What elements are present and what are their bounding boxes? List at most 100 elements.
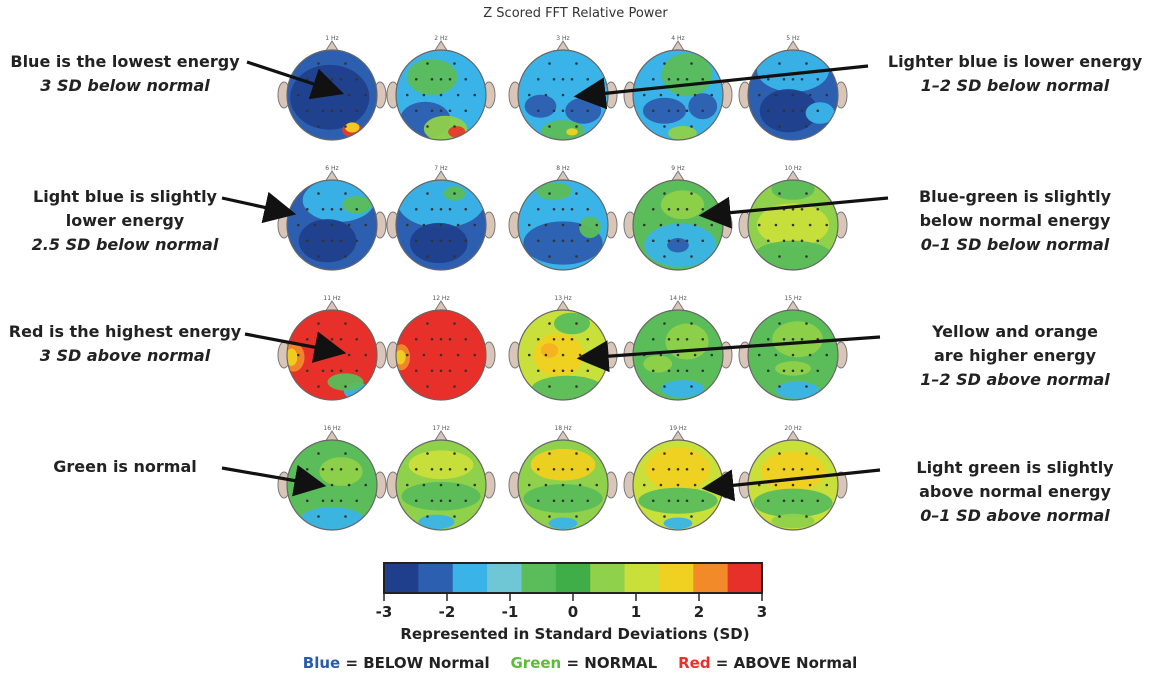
electrode-dot [536, 337, 540, 341]
electrode-dot [552, 337, 556, 341]
electrode-dot [430, 239, 434, 243]
electrode-dot [816, 77, 820, 81]
electrode-dot [676, 483, 680, 487]
head-outline [286, 179, 378, 271]
electrode-dot [805, 452, 808, 455]
electrode-dot [701, 239, 705, 243]
annotation-blue-lowest: Blue is the lowest energy 3 SD below nor… [0, 50, 250, 98]
electrode-dot [659, 353, 663, 357]
electrode-dot [426, 515, 429, 518]
electrode-dot [355, 337, 359, 341]
annotation-text: Yellow and orange [932, 322, 1098, 341]
topomap-frequency-label: 20 Hz [784, 425, 801, 432]
electrode-dot [344, 322, 347, 325]
electrode-dot [330, 337, 334, 341]
head-outline [747, 49, 839, 141]
annotation-arrow [701, 468, 881, 502]
topomap-region [665, 323, 709, 360]
electrode-dot [414, 369, 418, 373]
electrode-dot [659, 483, 663, 487]
figure-title: Z Scored FFT Relative Power [483, 6, 668, 21]
electrode-dot [578, 223, 582, 227]
electrode-dot [464, 467, 468, 471]
electrode-dot [693, 223, 697, 227]
electrode-dot [305, 239, 309, 243]
topomap-region [759, 89, 818, 133]
electrode-dot [536, 369, 540, 373]
electrode-dot [782, 239, 786, 243]
electrode-dot [701, 337, 705, 341]
topomap-region [775, 381, 820, 399]
electrode-dot [586, 207, 590, 211]
topomap-region [397, 180, 485, 228]
electrode-dot [426, 62, 429, 65]
electrode-dot [448, 77, 452, 81]
topomap-region [688, 93, 718, 120]
electrode-dot [355, 467, 359, 471]
electrode-dot [575, 192, 578, 195]
electrode-dot [685, 499, 689, 503]
electrode-dot [586, 467, 590, 471]
topomap-frequency-label: 15 Hz [784, 295, 801, 302]
electrode-dot [561, 337, 565, 341]
electrode-dot [651, 467, 655, 471]
electrode-dot [693, 353, 697, 357]
topomap-region [757, 50, 829, 92]
electrode-dot [548, 125, 551, 128]
electrode-dot [663, 385, 666, 388]
head-outline [747, 309, 839, 401]
electrode-dot [344, 192, 347, 195]
electrode-dot [430, 337, 434, 341]
electrode-dot [595, 223, 599, 227]
electrode-dot [339, 207, 343, 211]
electrode-dot [766, 109, 770, 113]
electrode-dot [344, 515, 347, 518]
electrode-dot [456, 483, 460, 487]
electrode-dot [561, 207, 565, 211]
electrode-dot [448, 109, 452, 113]
topomap-frequency-label: 13 Hz [554, 295, 571, 302]
topomap-region [642, 97, 687, 124]
electrode-dot [330, 207, 334, 211]
electrode-dot [701, 77, 705, 81]
electrode-dot [464, 499, 468, 503]
electrode-dot [426, 192, 429, 195]
electrode-dot [800, 77, 804, 81]
electrode-dot [448, 499, 452, 503]
topomap-region [409, 222, 468, 264]
topomap-17: 17 Hz [386, 425, 496, 531]
topomap-frequency-label: 7 Hz [434, 165, 447, 172]
topomap-region [771, 513, 815, 529]
electrode-dot [791, 77, 795, 81]
topomap-frequency-label: 10 Hz [784, 165, 801, 172]
electrode-dot [344, 125, 347, 128]
electrode-dot [330, 93, 334, 97]
electrode-dot [791, 207, 795, 211]
electrode-dot [536, 77, 540, 81]
electrode-dot [642, 93, 646, 97]
electrode-dot [570, 467, 574, 471]
electrode-dot [676, 77, 680, 81]
electrode-dot [685, 467, 689, 471]
electrode-dot [690, 515, 693, 518]
electrode-dot [676, 239, 680, 243]
electrode-dot [453, 452, 456, 455]
topomap-region [753, 488, 833, 518]
electrode-dot [548, 385, 551, 388]
electrode-dot [305, 77, 309, 81]
electrode-dot [575, 452, 578, 455]
electrode-dot [453, 62, 456, 65]
electrode-dot [676, 93, 680, 97]
electrode-dot [330, 369, 334, 373]
electrode-dot [453, 255, 456, 258]
colorbar-swatch [555, 563, 591, 593]
electrode-dot [448, 207, 452, 211]
annotation-arrow [244, 331, 347, 363]
electrode-dot [693, 93, 697, 97]
electrode-dot [448, 467, 452, 471]
electrode-dot [778, 125, 781, 128]
electrode-dot [422, 223, 426, 227]
topomap-region [554, 312, 590, 335]
electrode-dot [651, 239, 655, 243]
